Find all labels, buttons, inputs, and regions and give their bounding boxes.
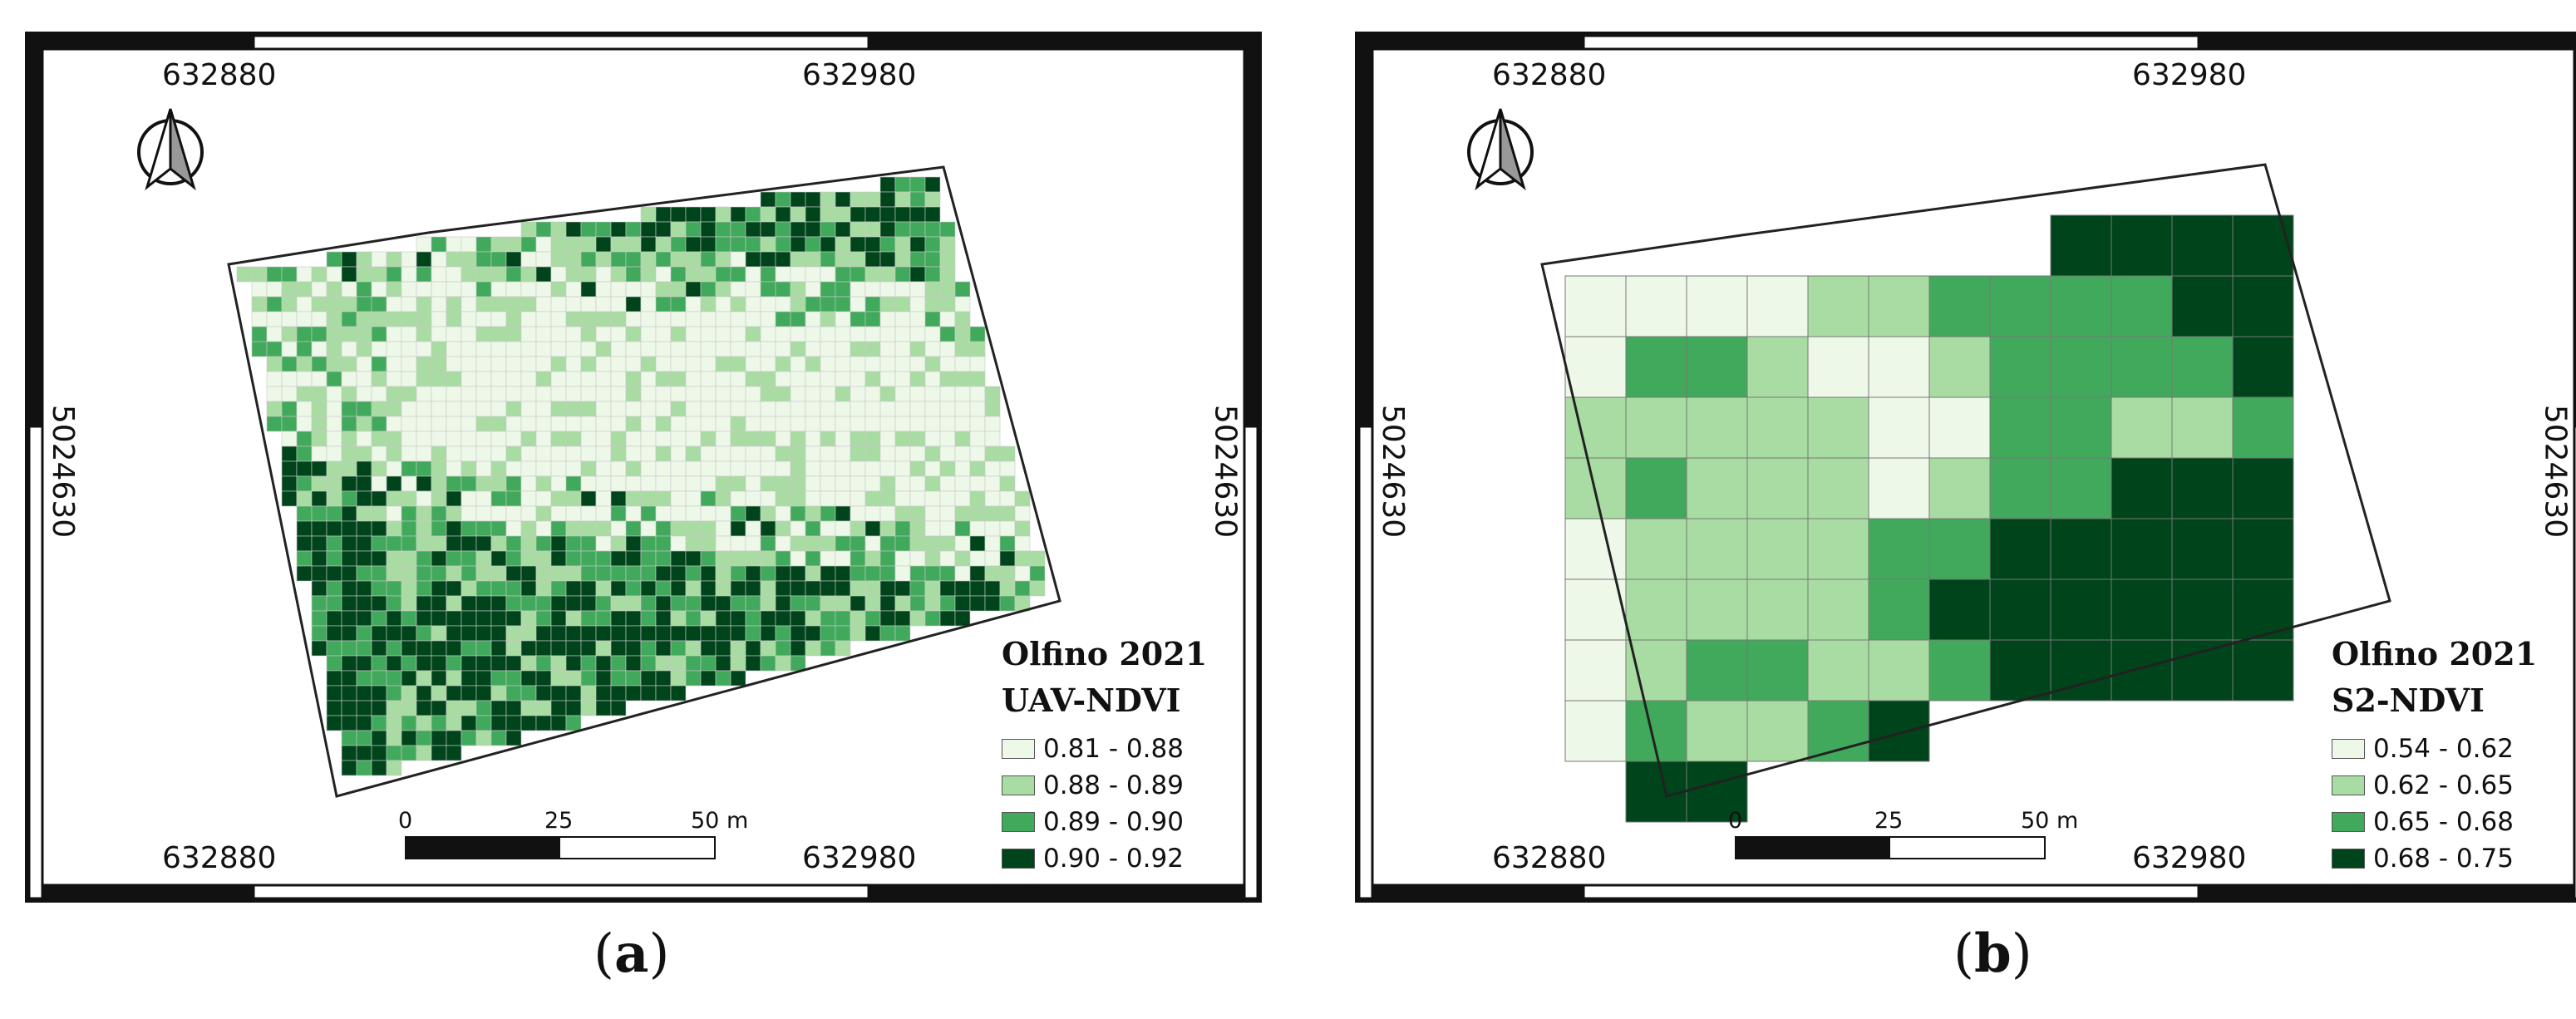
legend-item: 0.81 - 0.88 — [1002, 731, 1207, 767]
scale-tick-25: 25 — [544, 808, 574, 834]
legend-title-line1: Olfino 2021 — [1002, 635, 1208, 672]
panel-label-a: (a) — [594, 923, 670, 985]
map-canvas-a — [29, 36, 1258, 898]
scale-bar: 0 25 50 m — [1728, 808, 2084, 859]
coord-right: 5024630 — [2538, 404, 2572, 539]
coord-bottom-left: 632880 — [1492, 841, 1607, 875]
legend-item: 0.65 - 0.68 — [2332, 804, 2537, 840]
legend: Olfino 2021 UAV-NDVI 0.81 - 0.88 0.88 - … — [1002, 631, 1207, 877]
coord-left: 5024630 — [1376, 404, 1410, 539]
coord-bottom-left: 632880 — [162, 841, 277, 875]
coord-right: 5024630 — [1208, 404, 1242, 539]
coord-top-left: 632880 — [162, 58, 277, 92]
ndvi-raster-a — [236, 176, 1046, 776]
map-panel-a: 632880 632980 632880 632980 5024630 5024… — [25, 32, 1262, 903]
coord-bottom-right: 632980 — [802, 841, 917, 875]
legend-item: 0.62 - 0.65 — [2332, 767, 2537, 804]
panel-label-b: (b) — [1953, 923, 2032, 985]
field-boundary-b — [1540, 163, 2391, 798]
coord-bottom-right: 632980 — [2132, 841, 2247, 875]
legend-title-line1: Olfino 2021 — [2332, 635, 2538, 672]
coord-top-left: 632880 — [1492, 58, 1607, 92]
scale-tick-50: 50 m — [691, 808, 749, 834]
legend-title-line2: S2-NDVI — [2332, 682, 2485, 719]
legend: Olfino 2021 S2-NDVI 0.54 - 0.62 0.62 - 0… — [2332, 631, 2537, 877]
scale-tick-25: 25 — [1874, 808, 1904, 834]
coord-top-right: 632980 — [802, 58, 917, 92]
map-canvas-b — [1359, 36, 2576, 898]
scale-tick-0: 0 — [1728, 808, 1743, 834]
legend-item: 0.54 - 0.62 — [2332, 731, 2537, 767]
coord-left: 5024630 — [46, 404, 80, 539]
graticule-frame — [1359, 36, 2576, 898]
field-boundary-a — [227, 165, 1061, 798]
scale-tick-50: 50 m — [2021, 808, 2079, 834]
legend-title-line2: UAV-NDVI — [1002, 682, 1181, 719]
ndvi-raster-b — [1564, 214, 2294, 823]
legend-item: 0.89 - 0.90 — [1002, 804, 1207, 840]
legend-item: 0.88 - 0.89 — [1002, 767, 1207, 804]
scale-bar: 0 25 50 m — [398, 808, 754, 859]
legend-item: 0.90 - 0.92 — [1002, 840, 1207, 877]
coord-top-right: 632980 — [2132, 58, 2247, 92]
legend-item: 0.68 - 0.75 — [2332, 840, 2537, 877]
map-panel-b: 632880 632980 632880 632980 5024630 5024… — [1355, 32, 2576, 903]
scale-tick-0: 0 — [398, 808, 413, 834]
graticule-frame — [29, 36, 1258, 898]
